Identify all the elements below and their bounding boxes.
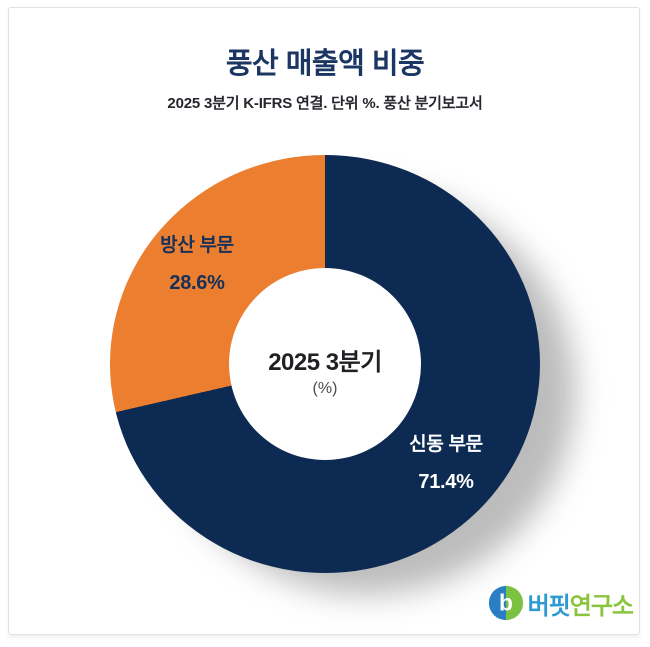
center-period-label: 2025 3분기 [268, 349, 382, 376]
logo-text-primary: 버핏 [527, 592, 571, 620]
buffett-lab-logo: b 버핏연구소 [487, 584, 634, 622]
buffett-lab-globe-icon: b [488, 585, 523, 621]
logo-text-secondary: 연구소 [569, 592, 634, 620]
defense-segment-value: 28.6% [169, 272, 225, 294]
slice-label-defense-segment: 방산 부문 28.6% [119, 236, 275, 293]
logo-text: 버핏연구소 [527, 586, 634, 621]
defense-segment-name: 방산 부문 [160, 235, 234, 256]
globe-b-glyph: b [499, 590, 513, 616]
chart-title: 풍산 매출액 비중 [225, 48, 425, 80]
chart-subtitle: 2025 3분기 K-IFRS 연결. 단위 %. 풍산 분기보고서 [167, 95, 483, 112]
globe-left-half [488, 585, 506, 621]
donut-center-label: 2025 3분기 (%) [225, 342, 425, 398]
slice-label-copper-segment: 신동 부문 71.4% [368, 435, 524, 492]
globe-right-half [505, 585, 523, 621]
donut-hole [229, 268, 421, 460]
center-unit-label: (%) [312, 380, 338, 397]
copper-segment-value: 71.4% [418, 471, 474, 493]
copper-segment-name: 신동 부문 [409, 434, 483, 455]
